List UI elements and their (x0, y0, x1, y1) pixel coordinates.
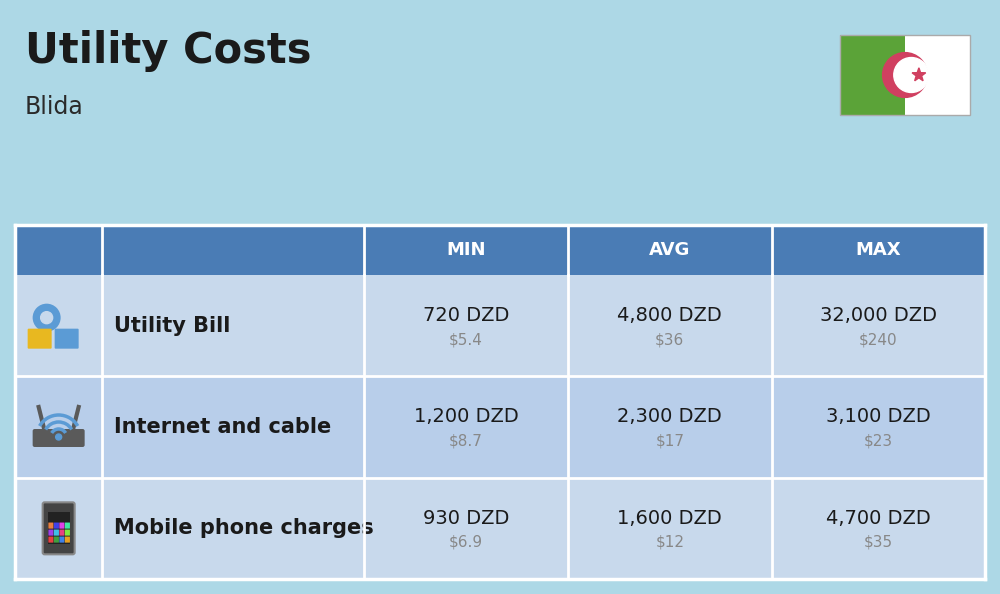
FancyBboxPatch shape (15, 377, 985, 478)
Circle shape (883, 53, 927, 97)
FancyBboxPatch shape (48, 529, 53, 536)
Text: 4,700 DZD: 4,700 DZD (826, 509, 931, 528)
Text: 4,800 DZD: 4,800 DZD (617, 306, 722, 325)
Circle shape (56, 434, 62, 440)
Text: 1,600 DZD: 1,600 DZD (617, 509, 722, 528)
Circle shape (41, 312, 53, 324)
FancyBboxPatch shape (59, 523, 64, 529)
Text: MIN: MIN (446, 241, 486, 259)
Text: Mobile phone charges: Mobile phone charges (114, 519, 374, 538)
Text: $240: $240 (859, 332, 898, 347)
Text: Utility Costs: Utility Costs (25, 30, 312, 72)
Text: 32,000 DZD: 32,000 DZD (820, 306, 937, 325)
Text: 2,300 DZD: 2,300 DZD (617, 407, 722, 426)
Text: MAX: MAX (855, 241, 901, 259)
FancyBboxPatch shape (65, 523, 70, 529)
Text: 1,200 DZD: 1,200 DZD (414, 407, 518, 426)
Text: Blida: Blida (25, 95, 84, 119)
Text: $17: $17 (655, 434, 684, 448)
Text: $12: $12 (655, 535, 684, 550)
FancyBboxPatch shape (28, 328, 52, 349)
Text: $23: $23 (864, 434, 893, 448)
Text: Internet and cable: Internet and cable (114, 417, 332, 437)
Circle shape (33, 304, 61, 331)
Text: $36: $36 (655, 332, 684, 347)
Text: 930 DZD: 930 DZD (423, 509, 509, 528)
FancyBboxPatch shape (48, 523, 53, 529)
Text: $5.4: $5.4 (449, 332, 483, 347)
FancyBboxPatch shape (48, 536, 53, 543)
FancyBboxPatch shape (33, 429, 85, 447)
FancyBboxPatch shape (48, 513, 70, 544)
FancyBboxPatch shape (15, 225, 985, 275)
Text: 3,100 DZD: 3,100 DZD (826, 407, 931, 426)
FancyBboxPatch shape (15, 275, 985, 377)
Text: AVG: AVG (649, 241, 690, 259)
Circle shape (894, 58, 929, 93)
FancyBboxPatch shape (905, 35, 970, 115)
Polygon shape (912, 68, 926, 81)
FancyBboxPatch shape (54, 529, 59, 536)
FancyBboxPatch shape (54, 523, 59, 529)
Text: $6.9: $6.9 (449, 535, 483, 550)
FancyBboxPatch shape (840, 35, 905, 115)
FancyBboxPatch shape (65, 536, 70, 543)
FancyBboxPatch shape (43, 503, 75, 554)
FancyBboxPatch shape (54, 536, 59, 543)
FancyBboxPatch shape (65, 529, 70, 536)
Text: $35: $35 (864, 535, 893, 550)
Text: Utility Bill: Utility Bill (114, 315, 231, 336)
Text: 720 DZD: 720 DZD (423, 306, 509, 325)
FancyBboxPatch shape (55, 328, 79, 349)
FancyBboxPatch shape (59, 529, 64, 536)
Text: $8.7: $8.7 (449, 434, 483, 448)
FancyBboxPatch shape (15, 478, 985, 579)
FancyBboxPatch shape (59, 536, 64, 543)
